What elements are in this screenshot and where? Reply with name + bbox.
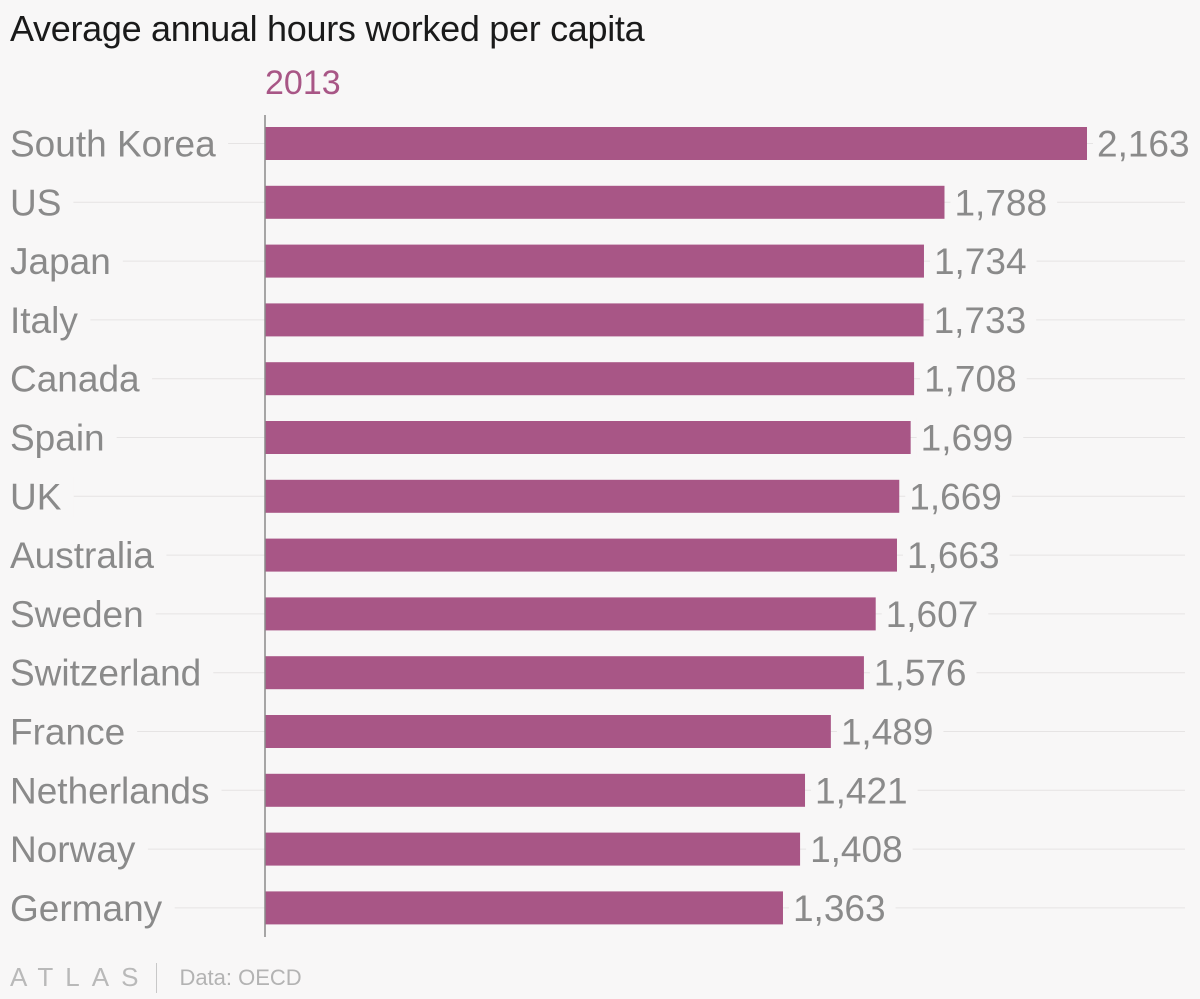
value-label-canada: 1,708	[924, 359, 1017, 400]
label-mask	[8, 887, 175, 929]
label-mask	[836, 711, 944, 753]
label-mask	[869, 652, 977, 694]
label-mask	[8, 299, 91, 341]
category-label-uk: UK	[10, 476, 62, 517]
value-label-netherlands: 1,421	[815, 770, 908, 811]
value-label-spain: 1,699	[921, 418, 1014, 459]
label-mask	[788, 887, 896, 929]
category-label-norway: Norway	[10, 829, 136, 870]
label-mask	[881, 593, 989, 635]
label-mask	[905, 476, 1012, 518]
value-label-france: 1,489	[841, 712, 934, 753]
series-label: 2013	[265, 64, 341, 102]
category-label-japan: Japan	[10, 241, 111, 282]
label-mask	[8, 182, 74, 224]
brand-logo: ATLAS	[10, 962, 151, 992]
value-label-uk: 1,669	[909, 476, 1002, 517]
bars: South Korea 2,163 US 1,788 Japan 1,734 Italy 1,…	[8, 123, 1200, 929]
bar-switzerland	[265, 656, 864, 690]
label-mask	[8, 535, 167, 577]
value-label-us: 1,788	[954, 182, 1047, 223]
label-mask	[902, 535, 1010, 577]
label-mask	[929, 241, 1037, 283]
label-mask	[8, 829, 148, 871]
label-mask	[929, 299, 1037, 341]
label-mask	[8, 593, 156, 635]
label-mask	[8, 652, 214, 694]
label-mask	[8, 358, 153, 400]
bar-japan	[265, 244, 924, 278]
bar-netherlands	[265, 773, 806, 807]
value-label-switzerland: 1,576	[874, 653, 967, 694]
label-mask	[916, 417, 1024, 459]
label-mask	[8, 123, 229, 165]
category-label-france: France	[10, 712, 125, 753]
category-label-sweden: Sweden	[10, 594, 144, 635]
value-label-italy: 1,733	[934, 300, 1027, 341]
category-label-australia: Australia	[10, 535, 154, 576]
bar-germany	[265, 891, 783, 925]
chart-title: Average annual hours worked per capita	[10, 8, 645, 49]
bar-italy	[265, 303, 924, 337]
category-label-germany: Germany	[10, 888, 163, 929]
category-label-south-korea: South Korea	[10, 124, 216, 165]
value-label-australia: 1,663	[907, 535, 1000, 576]
bar-france	[265, 715, 831, 748]
label-mask	[950, 182, 1058, 224]
label-mask	[920, 358, 1027, 400]
label-mask	[8, 711, 138, 753]
category-label-canada: Canada	[10, 359, 140, 400]
bar-australia	[265, 538, 897, 572]
category-label-switzerland: Switzerland	[10, 653, 201, 694]
bar-norway	[265, 832, 801, 866]
value-label-south-korea: 2,163	[1097, 124, 1190, 165]
label-mask	[1093, 123, 1200, 165]
footer: ATLAS Data: OECD	[10, 962, 302, 993]
category-label-spain: Spain	[10, 418, 105, 459]
bar-uk	[265, 479, 900, 513]
label-mask	[8, 476, 74, 518]
footer-divider	[156, 962, 158, 993]
value-label-sweden: 1,607	[886, 594, 979, 635]
category-label-us: US	[10, 182, 61, 223]
label-mask	[8, 417, 117, 459]
value-label-norway: 1,408	[810, 829, 903, 870]
source-note: Data: OECD	[179, 964, 302, 990]
bar-sweden	[265, 597, 876, 631]
category-label-netherlands: Netherlands	[10, 770, 210, 811]
bar-spain	[265, 421, 911, 454]
label-mask	[811, 770, 918, 812]
value-label-japan: 1,734	[934, 241, 1027, 282]
bar-canada	[265, 362, 915, 396]
label-mask	[806, 829, 913, 871]
category-label-italy: Italy	[10, 300, 78, 341]
bar-south-korea	[265, 127, 1087, 160]
bar-us	[265, 185, 945, 219]
value-label-germany: 1,363	[793, 888, 886, 929]
label-mask	[8, 241, 123, 283]
label-mask	[8, 770, 222, 812]
